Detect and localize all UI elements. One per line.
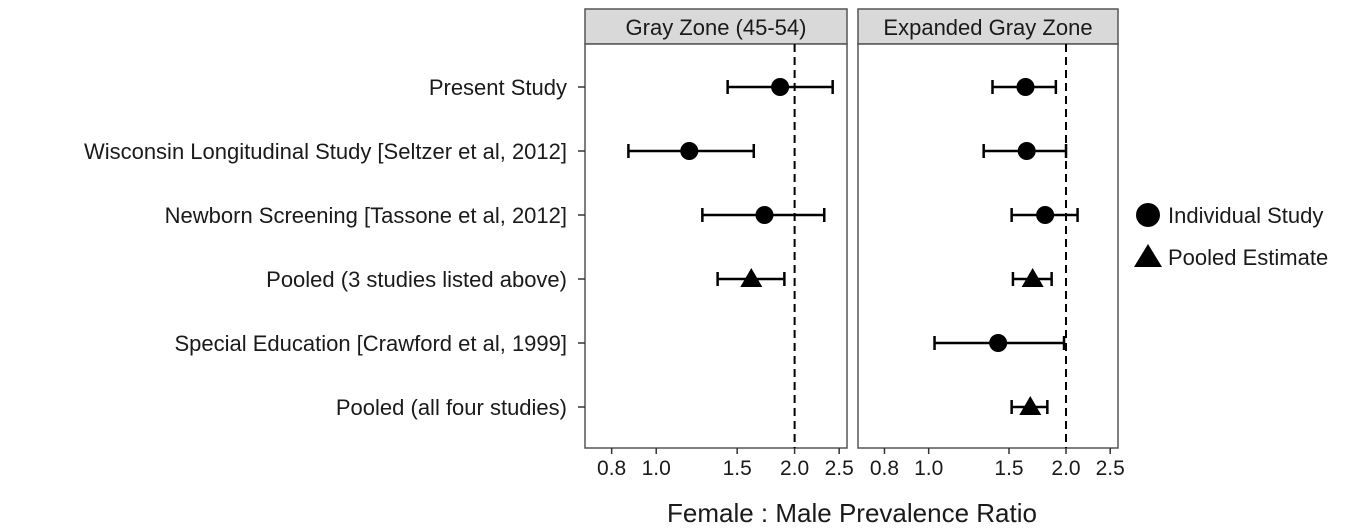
x-tick-label: 1.0: [642, 457, 671, 480]
pooled-estimate-marker: [1021, 268, 1044, 287]
panel-2: Expanded Gray Zone 0.8 1.0 1.5 2.0 2.5: [857, 8, 1125, 480]
data-point: [701, 206, 826, 224]
legend-triangle-icon: [1134, 244, 1162, 267]
study-estimate-marker: [989, 334, 1008, 352]
x-axis-title: Female : Male Prevalence Ratio: [667, 498, 1037, 528]
data-point: [716, 268, 786, 287]
legend-item: Individual Study: [1136, 203, 1323, 228]
x-tick-label: 2.5: [1096, 457, 1125, 480]
study-label: Present Study: [429, 75, 567, 100]
data-point: [933, 334, 1066, 352]
x-tick-label: 2.0: [1051, 457, 1080, 480]
study-label: Newborn Screening [Tassone et al, 2012]: [165, 203, 567, 228]
x-tick-label: 2.5: [825, 457, 854, 480]
study-estimate-marker: [680, 142, 699, 160]
study-estimate-marker: [1016, 78, 1035, 96]
legend: Individual Study Pooled Estimate: [1134, 203, 1328, 270]
data-point: [1011, 268, 1053, 287]
legend-item: Pooled Estimate: [1134, 244, 1328, 270]
x-tick-label: 0.8: [597, 457, 626, 480]
legend-circle-icon: [1136, 203, 1160, 227]
study-label: Pooled (3 studies listed above): [266, 267, 567, 292]
study-labels: Present Study Wisconsin Longitudinal Stud…: [84, 75, 585, 420]
study-label: Wisconsin Longitudinal Study [Seltzer et…: [84, 139, 567, 164]
panel-title: Gray Zone (45-54): [626, 15, 807, 40]
panel-1: Gray Zone (45-54) 0.8 1.0 1.5 2.0 2.5: [584, 8, 854, 480]
data-point: [1010, 396, 1049, 415]
data-point: [726, 78, 834, 96]
data-point: [1010, 206, 1079, 224]
panel-title: Expanded Gray Zone: [883, 15, 1092, 40]
pooled-estimate-marker: [1019, 396, 1042, 415]
legend-label: Individual Study: [1168, 203, 1323, 228]
x-tick-label: 1.5: [723, 457, 752, 480]
plot-area: [857, 43, 1119, 449]
data-point: [982, 142, 1068, 160]
study-label: Special Education [Crawford et al, 1999]: [174, 331, 567, 356]
x-tick-label: 1.0: [914, 457, 943, 480]
x-tick-label: 1.5: [994, 457, 1023, 480]
study-label: Pooled (all four studies): [336, 395, 567, 420]
study-estimate-marker: [1036, 206, 1055, 224]
plot-area: [584, 43, 848, 449]
pooled-estimate-marker: [740, 268, 763, 287]
study-estimate-marker: [755, 206, 774, 224]
panel-strip: [584, 8, 848, 45]
panels-layer: Gray Zone (45-54)0.8 1.0 1.5 2.0 2.5Expanded…: [584, 8, 1125, 480]
study-estimate-marker: [1017, 142, 1036, 160]
x-tick-label: 0.8: [870, 457, 899, 480]
legend-label: Pooled Estimate: [1168, 245, 1328, 270]
data-point: [627, 142, 756, 160]
data-point: [991, 78, 1058, 96]
study-estimate-marker: [771, 78, 790, 96]
panel-strip: [857, 8, 1119, 45]
x-tick-label: 2.0: [780, 457, 809, 480]
